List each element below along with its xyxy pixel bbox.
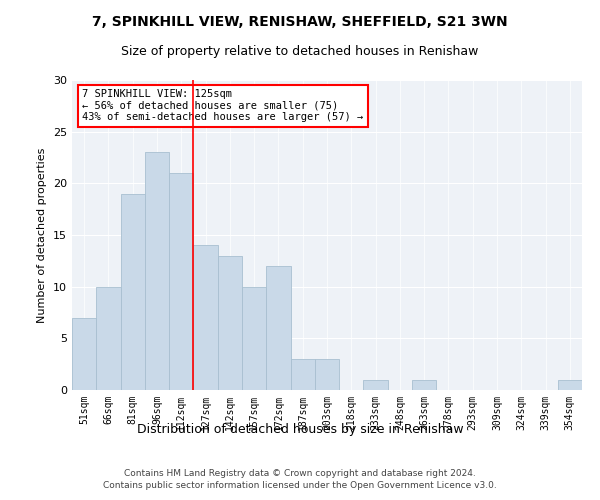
Y-axis label: Number of detached properties: Number of detached properties <box>37 148 47 322</box>
Text: 7, SPINKHILL VIEW, RENISHAW, SHEFFIELD, S21 3WN: 7, SPINKHILL VIEW, RENISHAW, SHEFFIELD, … <box>92 15 508 29</box>
Text: Size of property relative to detached houses in Renishaw: Size of property relative to detached ho… <box>121 45 479 58</box>
Bar <box>193 246 218 390</box>
Bar <box>266 266 290 390</box>
Bar <box>558 380 582 390</box>
Bar <box>72 318 96 390</box>
Text: Distribution of detached houses by size in Renishaw: Distribution of detached houses by size … <box>137 422 463 436</box>
Bar <box>290 359 315 390</box>
Bar <box>242 286 266 390</box>
Text: 7 SPINKHILL VIEW: 125sqm
← 56% of detached houses are smaller (75)
43% of semi-d: 7 SPINKHILL VIEW: 125sqm ← 56% of detach… <box>82 90 364 122</box>
Bar <box>169 173 193 390</box>
Bar <box>121 194 145 390</box>
Bar <box>412 380 436 390</box>
Bar <box>96 286 121 390</box>
Bar <box>145 152 169 390</box>
Bar <box>218 256 242 390</box>
Text: Contains HM Land Registry data © Crown copyright and database right 2024.
Contai: Contains HM Land Registry data © Crown c… <box>103 468 497 490</box>
Bar <box>364 380 388 390</box>
Bar <box>315 359 339 390</box>
